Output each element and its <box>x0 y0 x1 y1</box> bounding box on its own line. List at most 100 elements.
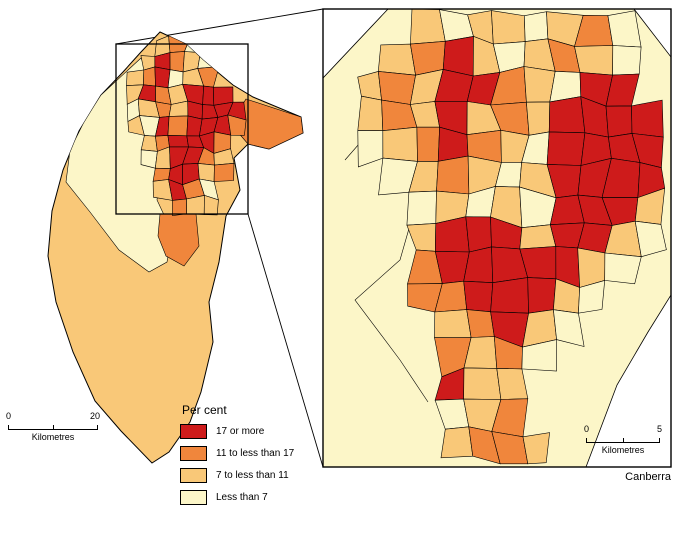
map-region <box>605 105 633 138</box>
map-region <box>526 101 551 136</box>
map-region <box>434 309 472 339</box>
map-region <box>612 45 642 76</box>
map-region <box>202 85 215 106</box>
inset-caption: Canberra <box>625 471 671 483</box>
legend-swatch-orange <box>180 445 207 461</box>
map-region <box>574 45 614 76</box>
outside-boundary-topleft <box>323 9 389 79</box>
zoom-connector-bottom <box>247 213 324 468</box>
map-region <box>167 135 189 148</box>
scalebar-main-numbers: 0 20 <box>6 411 100 423</box>
zoom-connector-lines <box>115 8 324 468</box>
scalebar-end-value: 5 <box>656 424 662 434</box>
act-interior <box>65 34 303 273</box>
map-region <box>463 367 502 400</box>
map-region <box>436 155 470 195</box>
map-region <box>167 115 189 137</box>
map-region <box>143 66 156 87</box>
scalebar-start-value: 0 <box>6 411 12 421</box>
inset-suburb-mosaic <box>357 9 667 465</box>
map-region <box>521 339 557 372</box>
scalebar-tick <box>97 425 98 430</box>
map-region <box>197 52 220 69</box>
map-region <box>463 280 494 313</box>
outside-boundary-bottomright <box>585 294 671 467</box>
map-region <box>465 216 492 253</box>
map-region <box>140 135 158 152</box>
map-region <box>227 114 247 136</box>
map-region <box>416 126 440 162</box>
scalebar-tick <box>586 438 587 443</box>
legend-item-11-to-17: 11 to less than 17 <box>180 445 355 461</box>
map-region <box>522 432 550 465</box>
region-east-protrusion <box>235 98 303 150</box>
map-region <box>172 198 188 217</box>
inset-frame <box>322 8 672 468</box>
scalebar-tick <box>53 425 54 430</box>
scalebar-main-bar <box>8 424 98 430</box>
map-region <box>519 224 557 250</box>
legend-item-17-or-more: 17 or more <box>180 423 355 439</box>
legend-label: 11 to less than 17 <box>216 447 295 459</box>
scalebar-tick <box>659 438 660 443</box>
map-region <box>553 309 585 347</box>
legend-item-less-than-7: Less than 7 <box>180 489 355 505</box>
map-region <box>203 194 219 216</box>
map-region <box>377 71 416 105</box>
scalebar-main: 0 20 Kilometres <box>6 411 100 442</box>
scalebar-tick <box>8 425 9 430</box>
map-region <box>377 43 416 76</box>
map-region <box>634 220 667 258</box>
legend-item-7-to-11: 7 to less than 11 <box>180 467 355 483</box>
map-region <box>548 96 586 134</box>
scalebar-line <box>586 442 660 443</box>
legend-title: Per cent <box>182 403 227 417</box>
outside-boundary-topright <box>633 9 671 58</box>
map-region <box>154 66 171 89</box>
map-region <box>578 279 606 314</box>
zoom-connector-top <box>115 8 324 45</box>
map-region <box>440 426 474 459</box>
map-region <box>466 309 495 338</box>
scalebar-line <box>8 429 98 430</box>
scalebar-start-value: 0 <box>584 424 590 434</box>
scalebar-inset: 0 5 Kilometres <box>584 424 662 455</box>
scalebar-end-value: 20 <box>89 411 100 421</box>
map-region <box>527 277 557 314</box>
map-region <box>213 162 235 182</box>
inset-map-canberra <box>322 8 672 468</box>
map-region <box>169 51 185 73</box>
legend-label: 17 or more <box>216 425 265 437</box>
map-region <box>382 126 418 162</box>
scalebar-unit: Kilometres <box>601 445 645 455</box>
scalebar-unit: Kilometres <box>31 432 75 442</box>
overview-map-act <box>47 31 304 464</box>
map-region <box>523 11 549 42</box>
legend-label: Less than 7 <box>216 491 268 503</box>
map-region <box>126 69 145 86</box>
scalebar-inset-numbers: 0 5 <box>584 424 662 436</box>
map-region <box>490 277 529 314</box>
legend-swatch-tan <box>180 467 207 483</box>
map-region <box>357 95 384 132</box>
legend-swatch-red <box>180 423 207 439</box>
map-region <box>546 131 586 166</box>
map-region <box>604 252 642 285</box>
legend: Per cent 17 or more 11 to less than 17 7… <box>180 403 355 511</box>
map-region <box>140 149 158 169</box>
map-region <box>197 163 215 182</box>
map-region <box>406 190 437 226</box>
overview-suburb-mosaic <box>126 34 247 217</box>
map-region <box>186 195 205 215</box>
map-region <box>200 34 219 58</box>
inset-extent-rectangle <box>115 43 249 215</box>
legend-swatch-paleyellow <box>180 489 207 505</box>
scalebar-tick <box>623 438 624 443</box>
inset-map-content <box>323 9 671 467</box>
map-region <box>607 10 642 48</box>
map-region <box>442 36 474 77</box>
legend-label: 7 to less than 11 <box>216 469 289 481</box>
map-region <box>491 10 526 45</box>
